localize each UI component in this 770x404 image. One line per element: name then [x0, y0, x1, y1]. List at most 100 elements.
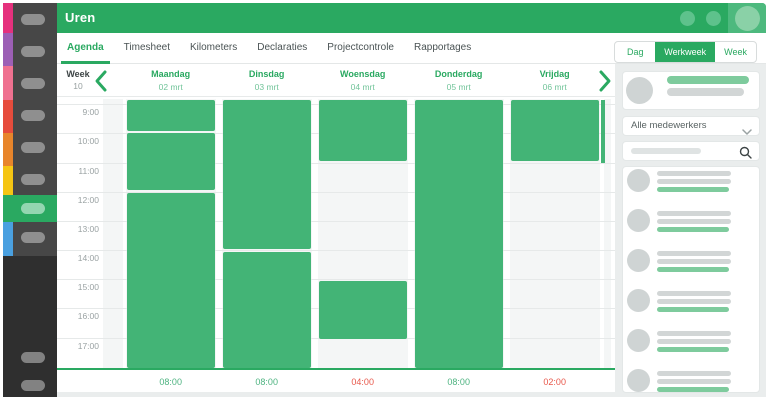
sidebar-item-5[interactable]	[21, 142, 45, 153]
time-entry-block-dinsdag[interactable]	[222, 99, 311, 249]
day-header-dinsdag: Dinsdag 03 mrt	[219, 64, 315, 97]
current-user-name-bar	[667, 76, 749, 84]
time-label: 17:00	[77, 340, 99, 351]
employee-search-box[interactable]	[622, 141, 760, 161]
employee-list-item[interactable]	[623, 249, 759, 289]
tab-rapportages[interactable]: Rapportages	[413, 42, 472, 53]
employee-name-bar	[657, 291, 731, 296]
page-title: Uren	[65, 10, 96, 25]
employee-role-bar	[657, 299, 731, 304]
hour-gridline	[57, 162, 615, 164]
employee-name-bar	[657, 251, 731, 256]
time-entry-block-donderdag[interactable]	[414, 99, 503, 369]
hour-gridline	[57, 191, 615, 193]
employee-avatar	[627, 249, 650, 272]
time-entry-block-woensdag[interactable]	[318, 280, 407, 340]
chevron-right-icon[interactable]	[597, 69, 613, 93]
current-user-avatar	[626, 77, 653, 104]
sidebar-footer-item-1[interactable]	[21, 352, 45, 363]
time-label: 9:00	[82, 107, 99, 118]
time-label: 15:00	[77, 282, 99, 293]
sidebar-item-2[interactable]	[21, 46, 45, 57]
employee-status-bar	[657, 387, 729, 392]
day-name: Dinsdag	[248, 69, 285, 79]
time-entry-block-woensdag[interactable]	[318, 99, 407, 162]
right-panel: Alle medewerkers	[615, 64, 766, 397]
week-grid: 9:00 10:00 11:00 12:00 13:00 14:00 15:00 16:00 1…	[57, 97, 615, 370]
employee-name-bar	[657, 331, 731, 336]
sidebar-footer-item-2[interactable]	[21, 380, 45, 391]
day-header-donderdag: Donderdag 05 mrt	[411, 64, 507, 97]
time-label: 16:00	[77, 311, 99, 322]
employee-status-bar	[657, 307, 729, 312]
app-sidebar	[3, 3, 57, 397]
employee-role-bar	[657, 219, 731, 224]
day-date: 02 mrt	[158, 82, 183, 92]
day-name: Maandag	[151, 69, 191, 79]
day-header-woensdag: Woensdag 04 mrt	[315, 64, 411, 97]
tab-bar: Agenda Timesheet Kilometers Declaraties Proj…	[57, 33, 766, 64]
employee-list-item[interactable]	[623, 289, 759, 329]
employee-filter-dropdown[interactable]: Alle medewerkers	[622, 116, 760, 136]
employee-list-item[interactable]	[623, 329, 759, 369]
view-option-werkweek[interactable]: Werkweek	[655, 42, 716, 62]
time-entry-block-maandag[interactable]	[126, 99, 215, 131]
day-total-dinsdag: 08:00	[255, 377, 278, 387]
sidebar-item-4[interactable]	[21, 110, 45, 121]
time-label: 13:00	[77, 223, 99, 234]
current-user-card[interactable]	[622, 71, 760, 110]
time-gutter-strip	[103, 99, 123, 368]
employee-avatar	[627, 369, 650, 392]
chevron-left-icon[interactable]	[93, 69, 109, 93]
employee-avatar	[627, 209, 650, 232]
sidebar-lower-section	[3, 256, 57, 397]
day-total-vrijdag: 02:00	[543, 377, 566, 387]
hour-gridline	[57, 250, 615, 252]
view-option-dag[interactable]: Dag	[627, 47, 644, 57]
tab-declaraties[interactable]: Declaraties	[257, 42, 308, 53]
week-number: 10	[73, 81, 83, 91]
employee-list-item[interactable]	[623, 209, 759, 249]
day-date: 03 mrt	[254, 82, 279, 92]
employee-list-item[interactable]	[623, 169, 759, 209]
time-entry-block-partial[interactable]	[601, 99, 605, 163]
rail-color-segment-1	[3, 33, 13, 66]
day-total-donderdag: 08:00	[447, 377, 470, 387]
time-entry-block-maandag[interactable]	[126, 193, 215, 369]
calendar-card: Week 10 Maandag 02 mrt Dinsdag 03 mrt Woensd…	[57, 64, 615, 392]
tab-kilometers[interactable]: Kilometers	[190, 42, 238, 53]
day-header-vrijdag: Vrijdag 06 mrt	[507, 64, 603, 97]
tab-projectcontrole[interactable]: Projectcontrole	[327, 42, 394, 53]
rail-color-segment-0	[3, 3, 13, 33]
dropdown-selected-value: Alle medewerkers	[631, 120, 707, 131]
tab-agenda[interactable]: Agenda	[57, 33, 114, 64]
sidebar-item-3[interactable]	[21, 78, 45, 89]
sidebar-item-1[interactable]	[21, 14, 45, 25]
header-action-icon-1[interactable]	[680, 11, 695, 26]
employee-role-bar	[657, 339, 731, 344]
day-header-maandag: Maandag 02 mrt	[123, 64, 219, 97]
employee-status-bar	[657, 267, 729, 272]
user-avatar[interactable]	[728, 3, 766, 33]
time-label: 11:00	[78, 165, 99, 176]
day-total-maandag: 08:00	[159, 377, 182, 387]
employee-name-bar	[657, 171, 731, 176]
sidebar-item-8[interactable]	[21, 232, 45, 243]
tab-timesheet[interactable]: Timesheet	[123, 42, 170, 53]
content-area: Week 10 Maandag 02 mrt Dinsdag 03 mrt Woensd…	[57, 64, 766, 397]
employee-role-bar	[657, 259, 731, 264]
sidebar-item-6[interactable]	[21, 174, 45, 185]
time-label: 14:00	[77, 253, 99, 264]
employee-list	[622, 166, 760, 393]
header-action-icon-2[interactable]	[706, 11, 721, 26]
sidebar-item-7-active[interactable]	[21, 203, 45, 214]
employee-avatar	[627, 169, 650, 192]
time-label: 10:00	[77, 136, 99, 147]
time-entry-block-maandag[interactable]	[126, 133, 215, 191]
time-entry-block-dinsdag[interactable]	[222, 251, 311, 369]
time-entry-block-vrijdag[interactable]	[510, 99, 599, 162]
employee-list-item[interactable]	[623, 369, 759, 392]
hour-gridline	[57, 279, 615, 281]
view-option-week[interactable]: Week	[724, 47, 747, 57]
employee-name-bar	[657, 211, 731, 216]
